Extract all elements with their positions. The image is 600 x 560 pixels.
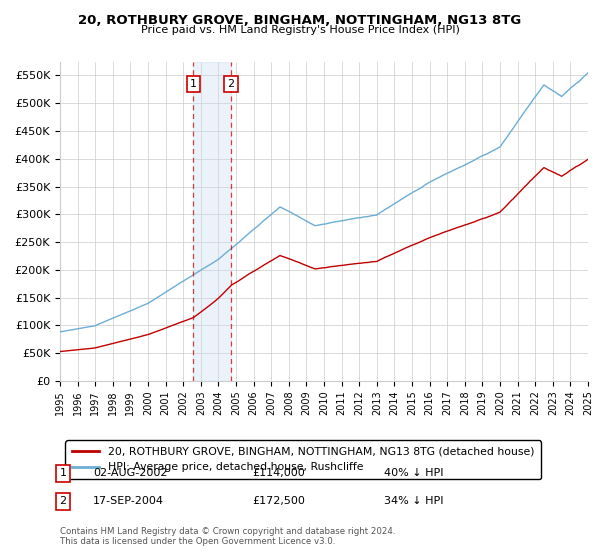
- Text: Contains HM Land Registry data © Crown copyright and database right 2024.
This d: Contains HM Land Registry data © Crown c…: [60, 526, 395, 546]
- Text: £114,000: £114,000: [252, 468, 305, 478]
- Text: 1: 1: [190, 79, 197, 89]
- Text: 40% ↓ HPI: 40% ↓ HPI: [384, 468, 443, 478]
- Text: 2: 2: [59, 496, 67, 506]
- Bar: [193, 62, 231, 381]
- Text: 02-AUG-2002: 02-AUG-2002: [93, 468, 167, 478]
- Text: 34% ↓ HPI: 34% ↓ HPI: [384, 496, 443, 506]
- Text: 17-SEP-2004: 17-SEP-2004: [93, 496, 164, 506]
- Text: 2: 2: [227, 79, 235, 89]
- Text: £172,500: £172,500: [252, 496, 305, 506]
- Text: 20, ROTHBURY GROVE, BINGHAM, NOTTINGHAM, NG13 8TG: 20, ROTHBURY GROVE, BINGHAM, NOTTINGHAM,…: [79, 14, 521, 27]
- Text: Price paid vs. HM Land Registry's House Price Index (HPI): Price paid vs. HM Land Registry's House …: [140, 25, 460, 35]
- Text: 1: 1: [59, 468, 67, 478]
- Legend: 20, ROTHBURY GROVE, BINGHAM, NOTTINGHAM, NG13 8TG (detached house), HPI: Average: 20, ROTHBURY GROVE, BINGHAM, NOTTINGHAM,…: [65, 441, 541, 479]
